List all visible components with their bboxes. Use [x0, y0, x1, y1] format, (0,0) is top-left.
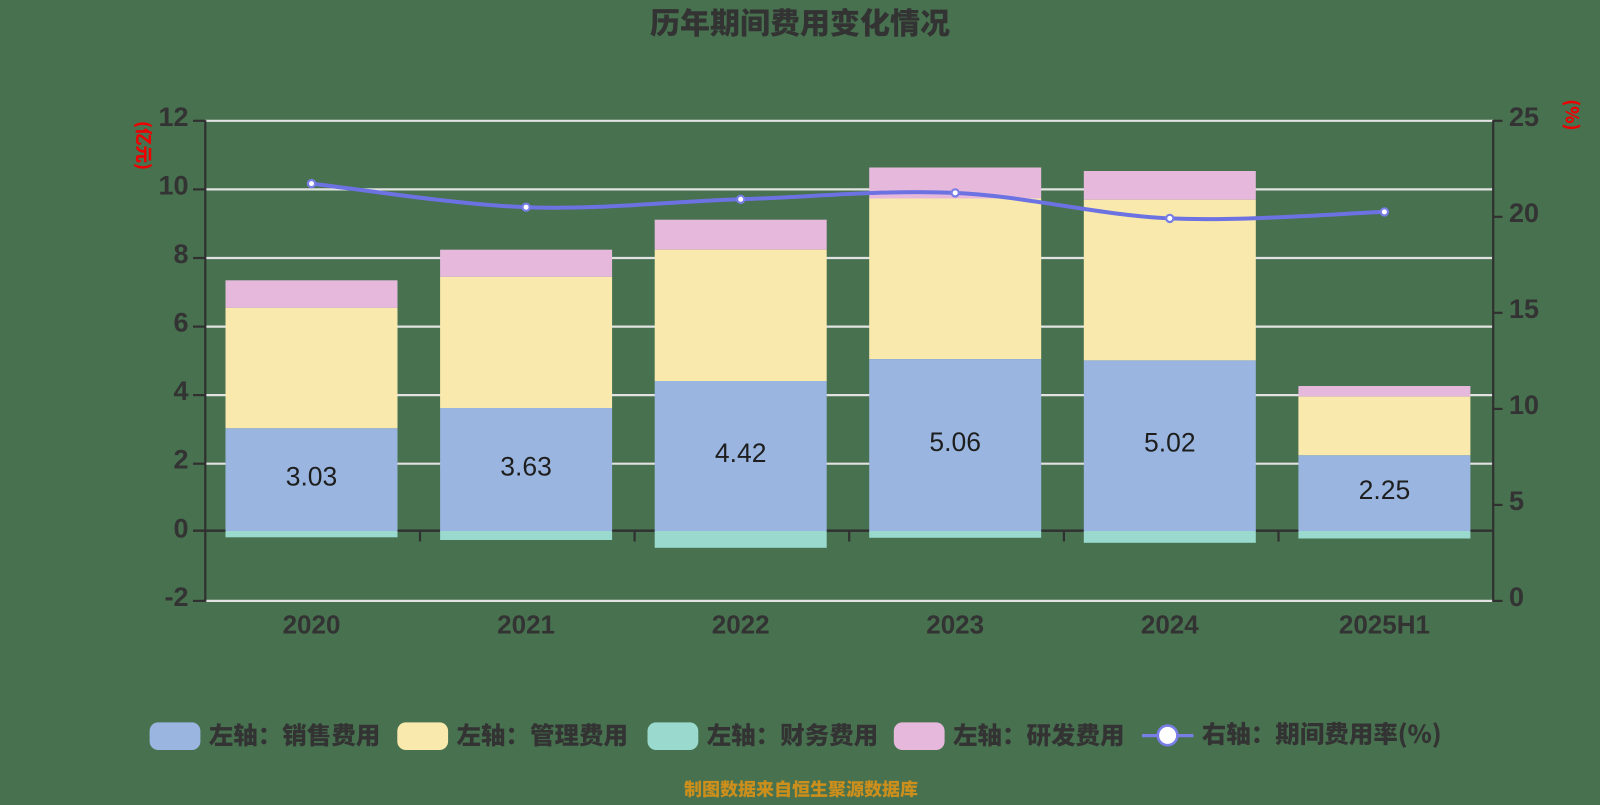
- svg-text:2020: 2020: [283, 610, 341, 640]
- svg-text:-2: -2: [164, 582, 188, 612]
- svg-text:20: 20: [1509, 198, 1539, 228]
- svg-text:2023: 2023: [926, 610, 984, 640]
- svg-text:10: 10: [1509, 390, 1539, 420]
- svg-text:4: 4: [173, 376, 188, 406]
- svg-text:2022: 2022: [712, 610, 770, 640]
- svg-text:5.06: 5.06: [929, 427, 981, 457]
- svg-text:12: 12: [158, 102, 188, 132]
- svg-text:2: 2: [173, 445, 188, 475]
- svg-text:25: 25: [1509, 102, 1539, 132]
- svg-text:2.25: 2.25: [1359, 475, 1411, 505]
- svg-text:5.02: 5.02: [1144, 428, 1196, 458]
- svg-text:15: 15: [1509, 294, 1539, 324]
- svg-text:4.42: 4.42: [715, 438, 767, 468]
- svg-text:2025H1: 2025H1: [1339, 610, 1430, 640]
- svg-text:6: 6: [173, 308, 188, 338]
- svg-text:2024: 2024: [1141, 610, 1199, 640]
- svg-text:0: 0: [1509, 582, 1524, 612]
- svg-text:8: 8: [173, 239, 188, 269]
- svg-text:5: 5: [1509, 486, 1524, 516]
- svg-text:0: 0: [173, 513, 188, 543]
- svg-text:3.03: 3.03: [286, 462, 338, 492]
- svg-text:2021: 2021: [497, 610, 555, 640]
- svg-text:3.63: 3.63: [500, 452, 552, 482]
- svg-text:10: 10: [158, 170, 188, 200]
